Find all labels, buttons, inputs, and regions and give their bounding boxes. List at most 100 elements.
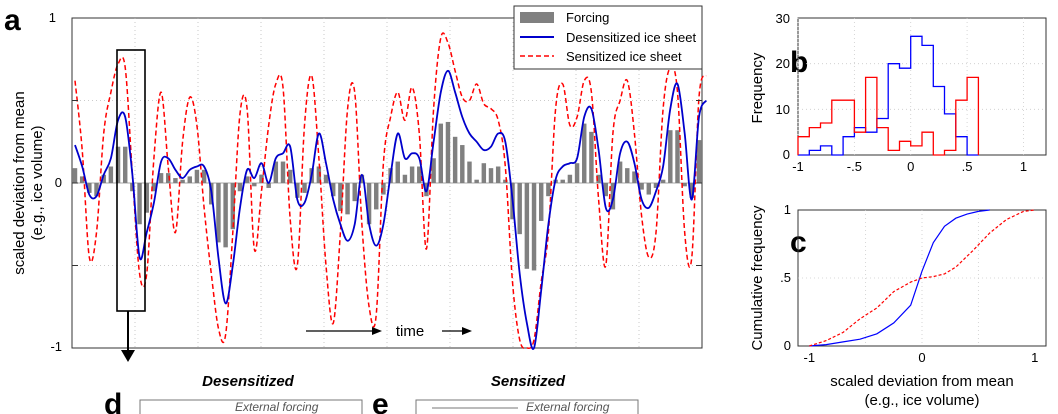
panel-d-caption: External forcing (235, 400, 319, 414)
forcing-bar (409, 166, 415, 183)
forcing-bar (374, 183, 379, 210)
forcing-bar (696, 140, 702, 183)
forcing-bar (94, 183, 99, 197)
forcing-bar (201, 169, 207, 183)
forcing-bar (359, 174, 365, 183)
forcing-bar (682, 183, 687, 187)
panel-b-desensitized-hist (798, 35, 979, 156)
panel-e-box (415, 399, 639, 414)
forcing-bar (266, 183, 271, 188)
forcing-bar (216, 183, 221, 243)
forcing-bar (503, 179, 508, 183)
forcing-bar (130, 183, 135, 192)
panel-b-ytick-20: 20 (776, 56, 790, 71)
forcing-bar (137, 183, 142, 225)
legend-swatch-forcing (520, 12, 554, 23)
forcing-bar (223, 183, 228, 248)
forcing-bar (187, 176, 192, 183)
panel-label-b: b (790, 46, 808, 79)
panel-b-xtick-label: 1 (1020, 159, 1027, 174)
forcing-bar (452, 136, 458, 183)
panel-label-d: d (104, 388, 122, 414)
forcing-bar (524, 183, 530, 269)
panel-c-ytick-1: 1 (784, 202, 791, 217)
forcing-bar (474, 179, 479, 183)
forcing-bar (237, 183, 243, 192)
panel-b-xtick-label: .5 (962, 159, 973, 174)
forcing-bar (689, 183, 695, 198)
forcing-bar (589, 131, 594, 183)
forcing-bar (625, 168, 630, 183)
time-arrow-right-head (462, 327, 472, 335)
forcing-bar (603, 183, 608, 197)
forcing-bar (287, 169, 293, 183)
forcing-bar (244, 176, 250, 183)
desensitized-line (74, 69, 708, 350)
highlight-window (116, 49, 146, 312)
panel-a-ylabel-line2: (e.g., ice volume) (29, 125, 46, 240)
panel-c-plot: -1 0 1 (797, 209, 1047, 365)
forcing-bar (316, 166, 322, 183)
forcing-bar (402, 174, 408, 183)
forcing-bar (381, 183, 386, 195)
forcing-bar (108, 166, 114, 183)
panel-b-ylabel: Frequency (749, 52, 766, 123)
forcing-bar (546, 183, 551, 197)
forcing-bar (538, 183, 544, 221)
legend-label-desensitized: Desensitized ice sheet (566, 30, 696, 45)
forcing-bar (194, 169, 200, 183)
highlight-arrow-head (121, 350, 135, 362)
forcing-bar (567, 174, 573, 183)
panel-a-ylabel-line1: scaled deviation from mean (11, 91, 28, 274)
forcing-bar (582, 123, 587, 183)
forcing-bar (115, 146, 121, 183)
panel-c-sensitized-cdf (809, 209, 1035, 347)
forcing-bar (395, 161, 400, 183)
forcing-bar (653, 183, 659, 188)
forcing-bar (438, 123, 444, 183)
panel-c-xlabel-line1: scaled deviation from mean (830, 373, 1013, 390)
forcing-bar (417, 166, 422, 183)
forcing-bar (596, 174, 601, 183)
forcing-bar (79, 176, 85, 183)
panel-b-ytick-30: 30 (776, 11, 790, 26)
panel-b-plot: -1 -.5 0 .5 1 (792, 17, 1047, 174)
panel-e-title: Sensitized (491, 373, 566, 390)
forcing-bar (639, 183, 644, 190)
time-arrow-left-head (372, 327, 382, 335)
panel-c-xtick-label: -1 (803, 350, 815, 365)
panel-b-ytick-0: 0 (783, 147, 790, 162)
forcing-bar (166, 173, 171, 183)
panel-b-xtick-label: 0 (907, 159, 914, 174)
forcing-bar (352, 183, 357, 202)
forcing-bar (338, 183, 343, 212)
forcing-bar (72, 168, 78, 183)
panel-c-ytick-half: .5 (780, 270, 791, 285)
panel-label-a: a (4, 4, 21, 37)
legend-label-sensitized: Sensitized ice sheet (566, 49, 682, 64)
forcing-bar (495, 166, 501, 183)
forcing-bar (87, 183, 92, 193)
panel-c-desensitized-cdf (809, 209, 990, 347)
forcing-bar (445, 121, 451, 183)
forcing-bar (259, 174, 264, 183)
forcing-bar (330, 183, 336, 197)
forcing-bar (675, 130, 680, 183)
forcing-bar (531, 183, 537, 271)
time-label: time (396, 323, 424, 340)
panel-a-ytick-0: 0 (55, 175, 62, 190)
panel-c-xtick-label: 1 (1031, 350, 1038, 365)
panel-c-xtick-label: 0 (918, 350, 925, 365)
forcing-bar (101, 174, 106, 183)
panel-d-box (139, 399, 363, 414)
forcing-bar (273, 161, 279, 183)
forcing-bar (467, 161, 472, 183)
forcing-bar (158, 173, 164, 183)
forcing-bar (617, 161, 623, 183)
forcing-bar (366, 183, 372, 225)
sensitized-line (74, 32, 707, 350)
forcing-bar (180, 179, 185, 183)
legend-label-forcing: Forcing (566, 10, 609, 25)
panel-a-legend: Forcing Desensitized ice sheet Sensitize… (513, 5, 703, 70)
